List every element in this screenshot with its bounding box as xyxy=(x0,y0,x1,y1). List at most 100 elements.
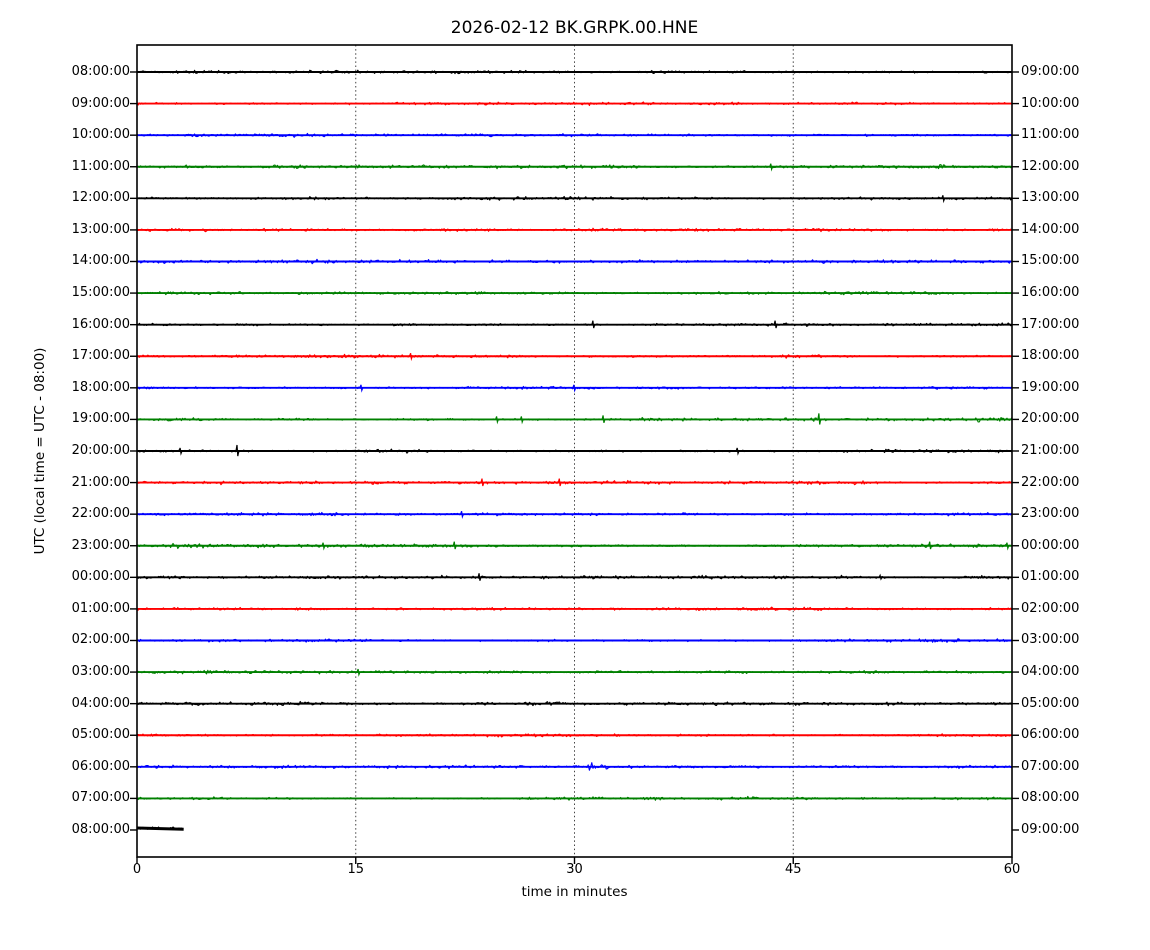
end-time-label: 15:00:00 xyxy=(1021,253,1080,269)
utc-time-label: 14:00:00 xyxy=(71,253,130,269)
utc-time-label: 07:00:00 xyxy=(71,790,130,806)
end-time-label: 13:00:00 xyxy=(1021,190,1080,206)
utc-time-label: 21:00:00 xyxy=(71,474,130,490)
event-spike xyxy=(178,447,183,456)
end-time-label: 09:00:00 xyxy=(1021,821,1080,837)
trace-noise xyxy=(136,448,1013,454)
event-spike xyxy=(359,384,364,393)
x-tick-label: 30 xyxy=(566,862,583,877)
utc-time-label: 22:00:00 xyxy=(71,506,130,522)
trace-noise xyxy=(136,416,1013,423)
trace-noise xyxy=(136,479,1012,486)
trace-noise xyxy=(136,258,1012,265)
event-spike xyxy=(878,573,883,581)
utc-time-label: 18:00:00 xyxy=(71,379,130,395)
utc-time-label: 12:00:00 xyxy=(71,190,130,206)
seismogram-traces xyxy=(130,44,1019,864)
event-spike xyxy=(321,542,326,551)
trace-noise xyxy=(136,638,1013,643)
utc-time-label: 11:00:00 xyxy=(71,158,130,174)
end-time-label: 09:00:00 xyxy=(1021,64,1080,79)
event-spike xyxy=(591,320,596,329)
end-time-label: 01:00:00 xyxy=(1021,569,1080,585)
event-spike xyxy=(1005,542,1010,551)
end-time-label: 19:00:00 xyxy=(1021,379,1080,395)
utc-time-label: 08:00:00 xyxy=(71,821,130,837)
utc-time-label: 01:00:00 xyxy=(71,600,130,616)
end-time-label: 23:00:00 xyxy=(1021,506,1080,522)
end-time-label: 04:00:00 xyxy=(1021,664,1080,680)
end-time-label: 08:00:00 xyxy=(1021,790,1080,806)
x-tick-label: 0 xyxy=(132,862,142,877)
end-time-label: 02:00:00 xyxy=(1021,600,1080,616)
trace-noise xyxy=(136,511,1013,517)
trace-noise xyxy=(136,322,1012,327)
utc-time-label: 15:00:00 xyxy=(71,285,130,301)
end-time-label: 22:00:00 xyxy=(1021,474,1080,490)
trace-noise xyxy=(136,606,1013,611)
utc-time-label: 04:00:00 xyxy=(71,695,130,711)
trace-noise xyxy=(136,69,1012,75)
end-time-label: 05:00:00 xyxy=(1021,695,1080,711)
trace-noise xyxy=(136,353,1012,359)
utc-time-label: 16:00:00 xyxy=(71,316,130,332)
end-time-label: 06:00:00 xyxy=(1021,727,1080,743)
end-time-label: 16:00:00 xyxy=(1021,285,1080,301)
trace-noise xyxy=(136,762,1013,771)
end-time-label: 03:00:00 xyxy=(1021,632,1080,648)
end-time-label: 17:00:00 xyxy=(1021,316,1080,332)
event-spike xyxy=(495,416,499,425)
event-spike xyxy=(452,541,457,550)
trace-noise xyxy=(136,669,1013,675)
trace-noise xyxy=(136,195,1013,201)
utc-time-label: 00:00:00 xyxy=(71,569,130,585)
event-spike xyxy=(477,573,482,581)
utc-time-label: 23:00:00 xyxy=(71,537,130,553)
x-tick-label: 60 xyxy=(1003,862,1021,877)
trace-noise xyxy=(136,164,1013,170)
event-spike xyxy=(460,511,464,519)
end-time-label: 14:00:00 xyxy=(1021,221,1080,237)
utc-time-label: 05:00:00 xyxy=(71,727,130,743)
end-time-label: 12:00:00 xyxy=(1021,158,1080,174)
event-spike xyxy=(769,163,774,172)
utc-time-label: 13:00:00 xyxy=(71,221,130,237)
end-time-label: 11:00:00 xyxy=(1021,127,1080,143)
event-spike xyxy=(480,478,485,487)
utc-time-label: 06:00:00 xyxy=(71,758,130,774)
utc-time-label: 20:00:00 xyxy=(71,442,130,458)
trace-noise xyxy=(136,574,1012,580)
trace-noise xyxy=(136,700,1013,707)
utc-time-label: 09:00:00 xyxy=(71,95,130,111)
end-time-label: 10:00:00 xyxy=(1021,95,1080,111)
x-tick-label: 15 xyxy=(347,862,365,877)
event-spike xyxy=(817,413,822,425)
event-spike xyxy=(572,384,577,393)
trace-noise xyxy=(136,795,1013,801)
x-axis-label: time in minutes xyxy=(521,884,628,900)
end-time-label: 00:00:00 xyxy=(1021,537,1080,553)
end-time-label: 18:00:00 xyxy=(1021,348,1080,364)
chart-title: 2026-02-12 BK.GRPK.00.HNE xyxy=(450,18,699,38)
event-spike xyxy=(557,478,562,487)
event-spike xyxy=(409,353,413,362)
event-spike xyxy=(773,320,778,329)
event-spike xyxy=(735,447,740,456)
utc-time-label: 10:00:00 xyxy=(71,127,130,143)
utc-time-label: 02:00:00 xyxy=(71,632,130,648)
trace-noise xyxy=(136,132,1013,138)
trace-noise xyxy=(136,542,1013,550)
trace-noise xyxy=(136,227,1013,233)
axes-box xyxy=(136,44,1013,858)
trace-noise xyxy=(136,733,1013,738)
trace-noise xyxy=(136,101,1013,107)
event-spike xyxy=(356,668,361,677)
x-tick-label: 45 xyxy=(784,862,802,877)
utc-time-label: 19:00:00 xyxy=(71,411,130,427)
trace-noise xyxy=(136,826,183,830)
end-time-label: 21:00:00 xyxy=(1021,442,1080,458)
event-spike xyxy=(519,416,524,425)
plot-area xyxy=(130,44,1019,864)
utc-time-label: 08:00:00 xyxy=(71,64,130,79)
